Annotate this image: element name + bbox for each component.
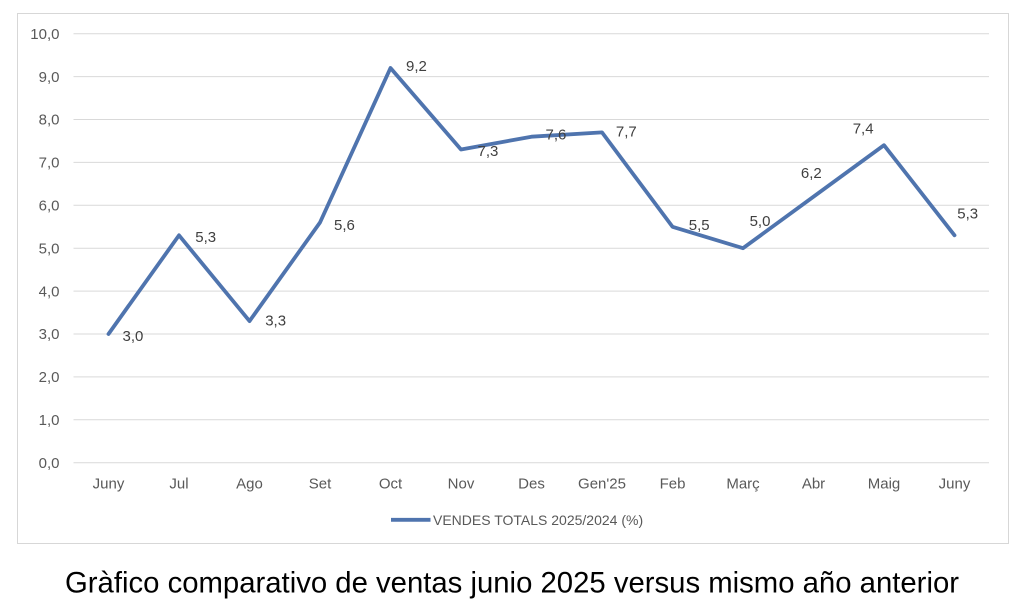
svg-text:9,0: 9,0 — [39, 69, 60, 86]
svg-text:9,2: 9,2 — [406, 58, 427, 75]
svg-text:3,0: 3,0 — [39, 326, 60, 343]
svg-text:Juny: Juny — [93, 476, 125, 493]
svg-text:10,0: 10,0 — [30, 26, 59, 43]
svg-text:Des: Des — [518, 476, 545, 493]
svg-text:3,0: 3,0 — [123, 328, 144, 345]
svg-text:6,0: 6,0 — [39, 198, 60, 215]
svg-text:7,0: 7,0 — [39, 155, 60, 172]
svg-text:7,7: 7,7 — [616, 123, 637, 140]
svg-text:7,6: 7,6 — [546, 127, 567, 144]
svg-text:Jul: Jul — [169, 476, 188, 493]
svg-text:5,0: 5,0 — [750, 213, 771, 230]
svg-text:Feb: Feb — [660, 476, 686, 493]
svg-text:7,4: 7,4 — [853, 121, 874, 138]
svg-text:Set: Set — [309, 476, 332, 493]
svg-text:5,5: 5,5 — [689, 217, 710, 234]
svg-text:3,3: 3,3 — [265, 313, 286, 330]
svg-text:Març: Març — [726, 476, 760, 493]
svg-text:4,0: 4,0 — [39, 283, 60, 300]
svg-text:5,0: 5,0 — [39, 240, 60, 257]
svg-text:Oct: Oct — [379, 476, 403, 493]
svg-text:2,0: 2,0 — [39, 369, 60, 386]
svg-text:8,0: 8,0 — [39, 112, 60, 129]
svg-text:5,6: 5,6 — [334, 217, 355, 234]
svg-text:0,0: 0,0 — [39, 455, 60, 472]
svg-text:Nov: Nov — [448, 476, 475, 493]
svg-text:Ago: Ago — [236, 476, 263, 493]
svg-text:Gen'25: Gen'25 — [578, 476, 626, 493]
svg-text:Maig: Maig — [868, 476, 901, 493]
svg-text:1,0: 1,0 — [39, 412, 60, 429]
svg-text:7,3: 7,3 — [478, 143, 499, 160]
svg-text:Juny: Juny — [939, 476, 971, 493]
svg-text:6,2: 6,2 — [801, 165, 822, 182]
svg-text:Gràfico comparativo de ventas: Gràfico comparativo de ventas junio 2025… — [65, 566, 959, 599]
svg-text:VENDES TOTALS 2025/2024 (%): VENDES TOTALS 2025/2024 (%) — [433, 512, 643, 528]
svg-text:5,3: 5,3 — [195, 229, 216, 246]
svg-text:Abr: Abr — [802, 476, 825, 493]
svg-text:5,3: 5,3 — [957, 206, 978, 223]
